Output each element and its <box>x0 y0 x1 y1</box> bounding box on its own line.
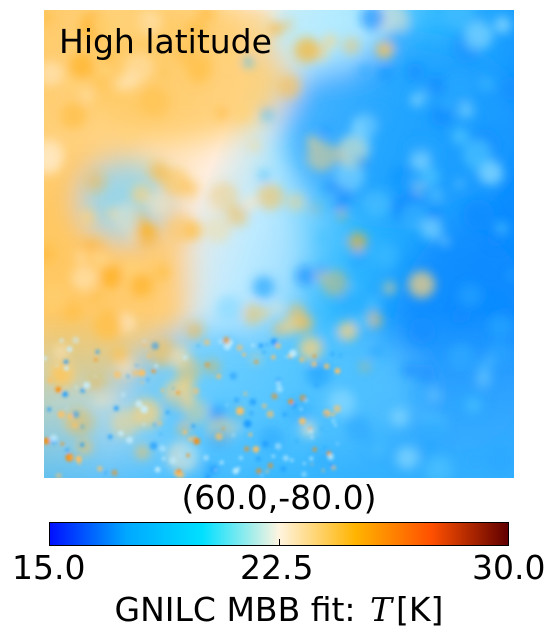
colorbar-tick-min: 15.0 <box>12 548 86 587</box>
colorbar-tick-mid: 22.5 <box>240 548 314 587</box>
colorbar-title-symbol: T <box>370 590 393 629</box>
colorbar <box>49 522 509 546</box>
temperature-map-image <box>44 10 514 478</box>
colorbar-title-unit: [K] <box>396 590 444 629</box>
region-label: High latitude <box>59 22 272 61</box>
coordinates-label: (60.0,-80.0) <box>181 478 377 517</box>
colorbar-title: GNILC MBB fit: T [K] <box>0 590 558 630</box>
temperature-map <box>44 10 514 478</box>
colorbar-title-prefix: GNILC MBB fit: <box>114 590 367 629</box>
colorbar-center-tick <box>279 539 280 546</box>
colorbar-tick-max: 30.0 <box>472 548 546 587</box>
